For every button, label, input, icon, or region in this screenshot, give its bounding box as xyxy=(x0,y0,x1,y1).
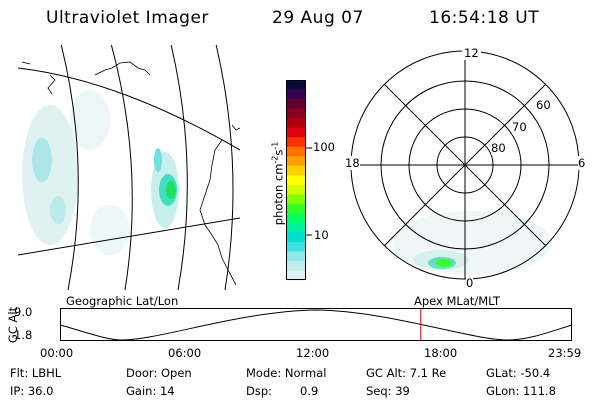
instrument-title: Ultraviolet Imager xyxy=(46,8,209,28)
colorbar-band xyxy=(286,156,306,167)
observation-time: 16:54:18 UT xyxy=(429,8,540,28)
colorbar-band xyxy=(286,175,306,186)
geo-panel-title: Geographic Lat/Lon xyxy=(66,294,179,308)
colorbar-band xyxy=(286,108,306,119)
track-tick-0000: 00:00 xyxy=(40,346,74,360)
colorbar-band xyxy=(286,251,306,262)
dsp-label: Dsp: xyxy=(246,384,273,398)
colorbar-border xyxy=(286,80,306,280)
colorbar-band xyxy=(286,232,306,243)
colorbar-band xyxy=(286,80,306,91)
dsp-value: 0.9 xyxy=(300,384,319,398)
colorbar-tick-10: 10 xyxy=(314,228,329,242)
polar-dial xyxy=(350,50,580,280)
mlt-label-12: 12 xyxy=(462,46,481,60)
colorbar-unit-label: photon cm-2s-1 xyxy=(270,141,286,226)
glat-readout: GLat: -50.4 xyxy=(486,366,551,380)
track-tick-0600: 06:00 xyxy=(168,346,202,360)
colorbar-tick-100: 100 xyxy=(313,140,335,154)
colorbar-band xyxy=(286,137,306,148)
track-tick-2359: 23:59 xyxy=(548,346,582,360)
mlat-label-80: 80 xyxy=(491,141,506,155)
mode-readout: Mode: Normal xyxy=(246,366,327,380)
seq-readout: Seq: 39 xyxy=(366,384,410,398)
ip-readout: IP: 36.0 xyxy=(10,384,54,398)
colorbar-band xyxy=(286,241,306,252)
colorbar xyxy=(286,80,306,281)
colorbar-band xyxy=(286,127,306,138)
geographic-image-panel xyxy=(18,45,240,290)
track-tick-1200: 12:00 xyxy=(296,346,330,360)
aurora-emission-oval xyxy=(151,148,179,228)
colorbar-band xyxy=(286,222,306,233)
orbit-altitude-track xyxy=(59,308,573,341)
mlat-label-70: 70 xyxy=(512,120,527,134)
door-readout: Door: Open xyxy=(126,366,192,380)
altitude-curve xyxy=(59,309,573,341)
polar-panel-title: Apex MLat/MLT xyxy=(414,294,501,308)
mlt-label-18: 18 xyxy=(345,156,360,170)
filter-readout: Flt: LBHL xyxy=(10,366,62,380)
colorbar-band xyxy=(286,165,306,176)
track-y-max: 9.0 xyxy=(14,305,33,319)
track-y-min: 1.8 xyxy=(14,328,33,342)
colorbar-band xyxy=(286,260,306,271)
mlt-label-0: 0 xyxy=(466,276,474,290)
colorbar-band xyxy=(286,184,306,195)
aurora-emission-left xyxy=(22,90,130,255)
observation-date: 29 Aug 07 xyxy=(272,8,364,28)
mlat-label-60: 60 xyxy=(536,98,551,112)
colorbar-band xyxy=(286,203,306,214)
colorbar-band xyxy=(286,194,306,205)
colorbar-band xyxy=(286,99,306,110)
gain-readout: Gain: 14 xyxy=(126,384,175,398)
mlt-label-6: 6 xyxy=(578,156,586,170)
track-tick-1800: 18:00 xyxy=(424,346,458,360)
gc-alt-readout: GC Alt: 7.1 Re xyxy=(366,366,447,380)
colorbar-band xyxy=(286,118,306,129)
colorbar-band xyxy=(286,213,306,224)
glon-readout: GLon: 111.8 xyxy=(486,384,556,398)
colorbar-band xyxy=(286,146,306,157)
colorbar-band xyxy=(286,270,306,281)
coastline xyxy=(21,61,240,286)
colorbar-ticks xyxy=(306,147,312,236)
colorbar-band xyxy=(286,89,306,100)
